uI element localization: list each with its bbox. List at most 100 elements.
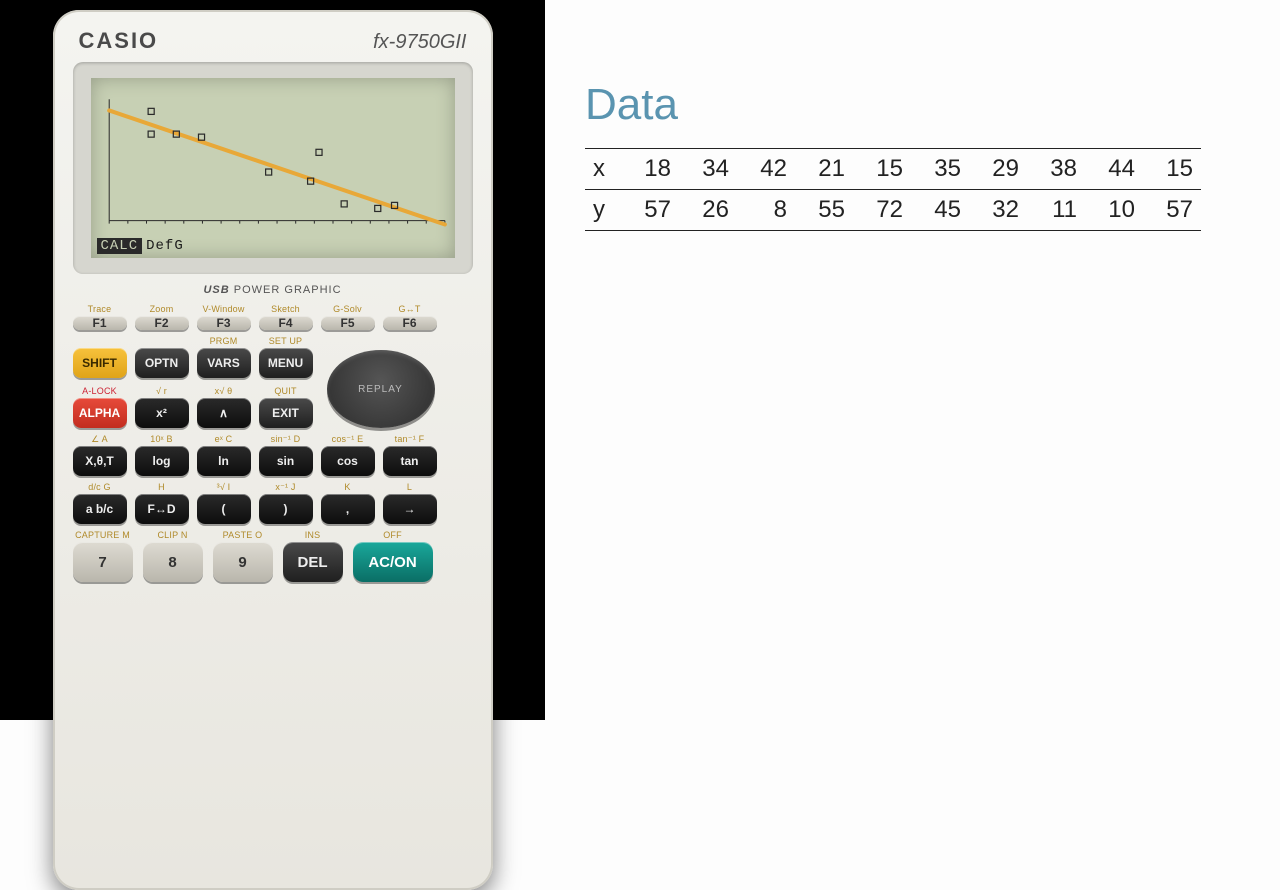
- keycap[interactable]: →: [383, 494, 437, 524]
- key-super-label: cos⁻¹ E: [332, 434, 364, 444]
- table-cell: 45: [911, 190, 969, 231]
- keycap[interactable]: F6: [383, 316, 437, 330]
- keycap[interactable]: 9: [213, 542, 273, 582]
- key-super-label: G↔T: [398, 304, 420, 314]
- keycap[interactable]: log: [135, 446, 189, 476]
- table-cell: 32: [969, 190, 1027, 231]
- key-8: CLIP N8: [143, 530, 203, 582]
- keycap[interactable]: ALPHA: [73, 398, 127, 428]
- calculator-photo-region: CASIO fx-9750GII CALCDefG USB POWER GRAP…: [0, 0, 545, 720]
- keycap[interactable]: x²: [135, 398, 189, 428]
- key-super-label: x√ θ: [215, 386, 233, 396]
- calculator-body: CASIO fx-9750GII CALCDefG USB POWER GRAP…: [53, 10, 493, 890]
- keycap[interactable]: F↔D: [135, 494, 189, 524]
- key-super-label: sin⁻¹ D: [271, 434, 301, 444]
- key-f5: G-Solv F5: [321, 304, 375, 330]
- key-super-label: L: [407, 482, 412, 492]
- keycap[interactable]: (: [197, 494, 251, 524]
- key-super-label: √ r: [156, 386, 167, 396]
- key-super-label: CAPTURE M: [75, 530, 130, 540]
- replay-label: REPLAY: [358, 384, 403, 395]
- key-del: INS DEL: [283, 530, 343, 582]
- keycap[interactable]: cos: [321, 446, 375, 476]
- table-row: y5726855724532111057: [585, 190, 1201, 231]
- table-cell: 55: [795, 190, 853, 231]
- keycap[interactable]: tan: [383, 446, 437, 476]
- keycap[interactable]: 7: [73, 542, 133, 582]
- key-tan: tan⁻¹ F tan: [383, 434, 437, 476]
- table-cell: 26: [679, 190, 737, 231]
- keycap[interactable]: X,θ,T: [73, 446, 127, 476]
- mid-cluster: SHIFTOPTNPRGMVARSSET UPMENUA-LOCKALPHA√ …: [73, 336, 473, 428]
- key-super-label: K: [344, 482, 350, 492]
- key-super-label: V-Window: [202, 304, 244, 314]
- table-cell: 18: [621, 149, 679, 190]
- keycap[interactable]: ∧: [197, 398, 251, 428]
- replay-dpad[interactable]: REPLAY: [327, 350, 435, 428]
- key--: x√ θ ∧: [197, 386, 251, 428]
- key-ln: eˣ C ln: [197, 434, 251, 476]
- data-title: Data: [585, 80, 1240, 130]
- table-cell: 29: [969, 149, 1027, 190]
- table-cell: 8: [737, 190, 795, 231]
- key-log: 10ˣ B log: [135, 434, 189, 476]
- key-super-label: d/c G: [88, 482, 111, 492]
- keycap[interactable]: EXIT: [259, 398, 313, 428]
- keycap[interactable]: ): [259, 494, 313, 524]
- keycap[interactable]: F1: [73, 316, 127, 330]
- table-row: x18344221153529384415: [585, 149, 1201, 190]
- table-cell: 10: [1085, 190, 1143, 231]
- key-super-label: tan⁻¹ F: [395, 434, 425, 444]
- key-f-d: HF↔D: [135, 482, 189, 524]
- keycap[interactable]: OPTN: [135, 348, 189, 378]
- data-panel: Data x18344221153529384415y5726855724532…: [545, 0, 1280, 720]
- keycap[interactable]: F3: [197, 316, 251, 330]
- softmenu-item: DefG: [146, 238, 184, 254]
- keycap[interactable]: sin: [259, 446, 313, 476]
- keycap[interactable]: ,: [321, 494, 375, 524]
- key-9: PASTE O9: [213, 530, 273, 582]
- row-label: y: [585, 190, 621, 231]
- key-vars: PRGMVARS: [197, 336, 251, 378]
- model-label: fx-9750GII: [373, 31, 466, 54]
- fkey-row: TraceF1ZoomF2V-WindowF3SketchF4G-SolvF5G…: [73, 304, 473, 330]
- keycap[interactable]: SHIFT: [73, 348, 127, 378]
- key-row-3: ∠ AX,θ,T10ˣ Blogeˣ Clnsin⁻¹ Dsincos⁻¹ Ec…: [73, 434, 473, 476]
- keycap[interactable]: AC/ON: [353, 542, 433, 582]
- key-row-4: d/c Ga b/c HF↔D³√ I(x⁻¹ J) K, L→: [73, 482, 473, 524]
- table-cell: 11: [1027, 190, 1085, 231]
- key-super-label: G-Solv: [333, 304, 362, 314]
- key-menu: SET UP MENU: [259, 336, 313, 378]
- keycap[interactable]: MENU: [259, 348, 313, 378]
- softmenu-item: CALC: [97, 238, 143, 254]
- keycap[interactable]: F4: [259, 316, 313, 330]
- table-cell: 21: [795, 149, 853, 190]
- key-super-label: Trace: [88, 304, 112, 314]
- key-super-label: INS: [305, 530, 321, 540]
- key-super-label: eˣ C: [215, 434, 233, 444]
- key-super-label: 10ˣ B: [150, 434, 172, 444]
- key-f3: V-Window F3: [197, 304, 251, 330]
- key-a-b-c: d/c G a b/c: [73, 482, 127, 524]
- keycap[interactable]: VARS: [197, 348, 251, 378]
- keycap[interactable]: DEL: [283, 542, 343, 582]
- key-f1: Trace F1: [73, 304, 127, 330]
- data-table: x18344221153529384415y572685572453211105…: [585, 148, 1201, 231]
- key-x-: √ r x²: [135, 386, 189, 428]
- keycap[interactable]: 8: [143, 542, 203, 582]
- scatter-plot: [91, 78, 455, 258]
- key--: ³√ I(: [197, 482, 251, 524]
- key-f4: SketchF4: [259, 304, 313, 330]
- table-cell: 38: [1027, 149, 1085, 190]
- keypad: TraceF1ZoomF2V-WindowF3SketchF4G-SolvF5G…: [73, 304, 473, 870]
- keycap[interactable]: a b/c: [73, 494, 127, 524]
- key-optn: OPTN: [135, 336, 189, 378]
- table-cell: 42: [737, 149, 795, 190]
- key-super-label: SET UP: [269, 336, 303, 346]
- key-f2: ZoomF2: [135, 304, 189, 330]
- keycap[interactable]: F2: [135, 316, 189, 330]
- table-cell: 72: [853, 190, 911, 231]
- keycap[interactable]: ln: [197, 446, 251, 476]
- keycap[interactable]: F5: [321, 316, 375, 330]
- key-shift: SHIFT: [73, 336, 127, 378]
